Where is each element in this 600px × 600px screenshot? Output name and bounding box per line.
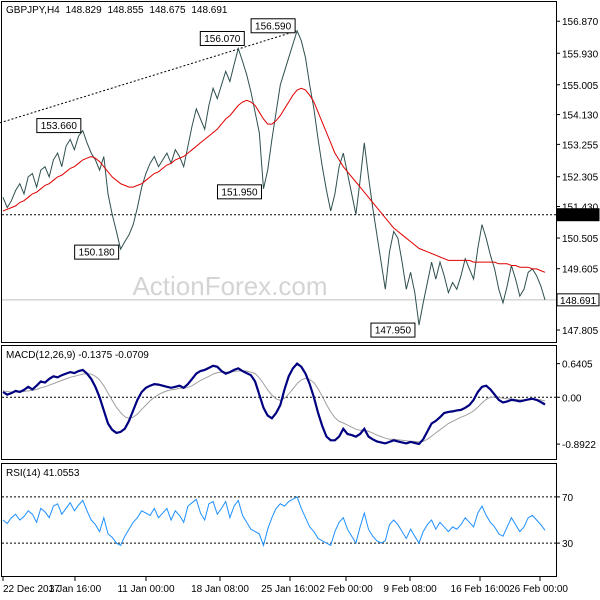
y-tick-label: 0.00 (562, 393, 582, 404)
y-tick-label: 154.130 (562, 111, 599, 122)
price-panel-frame (1, 1, 557, 343)
x-tick-label: 9 Feb 08:00 (383, 584, 437, 595)
y-tick-label: 149.605 (562, 265, 599, 276)
x-tick-label: 16 Feb 16:00 (451, 584, 510, 595)
level-tag-1 (556, 293, 600, 307)
rsi-header: RSI(14) 41.0553 (6, 468, 80, 479)
macd-header: MACD(12,26,9) -0.1375 -0.0709 (6, 350, 149, 361)
rsi-panel-frame (1, 463, 557, 577)
y-tick-label: 153.255 (562, 140, 599, 151)
annotation-label: 151.950 (221, 187, 258, 198)
y-tick-label: 155.930 (562, 49, 599, 60)
y-tick-label: 30 (562, 539, 574, 550)
x-tick-label: 3 Jan 16:00 (49, 584, 102, 595)
macd-signal-line (2, 370, 546, 443)
x-tick-label: 22 Dec 2017 (3, 584, 60, 595)
trendline (0, 30, 298, 124)
level-tag-label: 151.190 (560, 211, 597, 222)
watermark-logo: ActionForex.com (132, 271, 327, 301)
rsi-line (2, 496, 546, 548)
price-series-line (2, 29, 546, 326)
y-tick-label: 151.430 (562, 203, 599, 214)
annotation-box-5 (370, 322, 416, 338)
annotation-box-2 (199, 30, 245, 46)
x-tick-label: 18 Jan 08:00 (191, 584, 249, 595)
macd-line (2, 362, 546, 446)
price-header: GBPJPY,H4 148.829 148.855 148.675 148.69… (6, 5, 228, 16)
annotation-label: 156.590 (255, 21, 292, 32)
x-tick-label: 11 Jan 00:00 (117, 584, 175, 595)
annotation-label: 150.180 (79, 248, 116, 259)
x-tick-label: 25 Jan 16:00 (261, 584, 319, 595)
annotation-box-4 (250, 18, 296, 34)
y-tick-label: 0.6405 (562, 360, 593, 371)
x-tick-label: 26 Feb 00:00 (509, 584, 568, 595)
annotation-box-0 (36, 118, 82, 134)
y-tick-label: 70 (562, 493, 574, 504)
y-tick-label: 155.005 (562, 81, 599, 92)
annotation-label: 147.950 (375, 326, 412, 337)
annotation-label: 153.660 (41, 121, 78, 132)
macd-panel-frame (1, 345, 557, 460)
y-tick-label: 150.505 (562, 234, 599, 245)
annotation-box-3 (216, 184, 262, 200)
y-tick-label: 156.870 (562, 17, 599, 28)
x-tick-label: 2 Feb 00:00 (319, 584, 373, 595)
level-tag-0 (556, 208, 600, 222)
y-tick-label: 152.305 (562, 173, 599, 184)
moving-average-line (2, 87, 546, 273)
annotation-box-1 (74, 244, 120, 260)
annotation-label: 156.070 (204, 34, 241, 45)
y-tick-label: -0.8922 (562, 440, 596, 451)
y-tick-label: 147.805 (562, 326, 599, 337)
level-tag-label: 148.691 (560, 296, 597, 307)
